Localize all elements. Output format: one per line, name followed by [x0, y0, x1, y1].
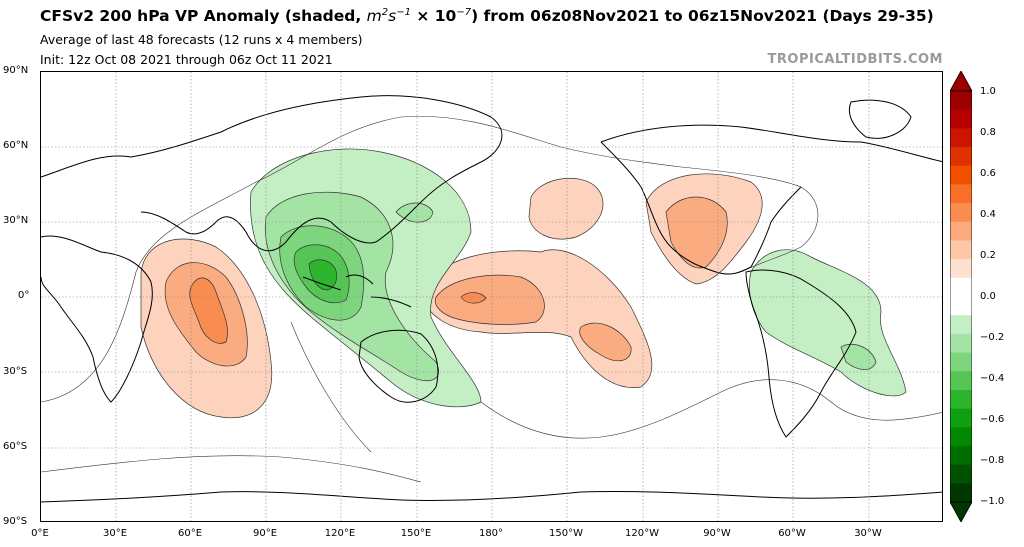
colorbar-segment	[950, 427, 972, 447]
positive-anomaly-regions	[140, 173, 763, 419]
coast-north-america	[600, 124, 942, 275]
chart-title: CFSv2 200 hPa VP Anomaly (shaded, m2s−1 …	[40, 7, 934, 26]
coast-eurasia	[41, 95, 503, 252]
lon-label-90e: 90°E	[252, 528, 278, 539]
lat-label-0: 0°	[18, 290, 30, 301]
brand-watermark: TROPICALTIDBITS.COM	[767, 52, 943, 67]
coast-africa	[41, 235, 153, 403]
coast-antarctica	[41, 490, 942, 503]
lon-label-0e: 0°E	[31, 528, 49, 539]
lon-label-90w: 90°W	[703, 528, 731, 539]
colorbar-label-0.0: 0.0	[980, 291, 996, 302]
lon-label-150w: 150°W	[549, 528, 583, 539]
colorbar-label-neg0.4: −0.4	[980, 373, 1005, 384]
graticule	[41, 72, 942, 521]
lon-label-30e: 30°E	[102, 528, 128, 539]
subtitle-init: Init: 12z Oct 08 2021 through 06z Oct 11…	[40, 52, 333, 67]
lat-label-30n: 30°N	[3, 215, 29, 226]
lat-label-30s: 30°S	[3, 366, 28, 377]
lon-label-120e: 120°E	[324, 528, 356, 539]
positive-contour-north-america-inner	[665, 196, 728, 269]
colorbar-segments	[950, 91, 972, 503]
colorbar-segment	[950, 221, 972, 241]
colorbar-label-0.6: 0.6	[980, 168, 996, 179]
colorbar-segment	[950, 184, 972, 204]
colorbar-segment	[950, 147, 972, 167]
zero-contour-line-5	[290, 321, 372, 453]
colorbar-label-neg1.0: −1.0	[980, 496, 1005, 507]
lat-label-90n: 90°N	[3, 65, 29, 76]
colorbar-label-0.8: 0.8	[980, 127, 996, 138]
negative-contour-south-america-inner	[840, 343, 877, 370]
colorbar-segment	[950, 464, 972, 484]
lat-label-90s: 90°S	[3, 516, 28, 527]
zero-contour-line-3	[480, 379, 942, 439]
colorbar-label-neg0.8: −0.8	[980, 455, 1005, 466]
coastlines	[41, 95, 942, 503]
colorbar-segment	[950, 296, 972, 316]
colorbar-segment	[950, 128, 972, 148]
lon-label-60w: 60°W	[778, 528, 806, 539]
colorbar-segment	[950, 483, 972, 503]
coast-south-america	[745, 269, 857, 438]
lat-label-60n: 60°N	[3, 140, 29, 151]
colorbar-segment	[950, 203, 972, 223]
colorbar-segment	[950, 408, 972, 428]
colorbar-segment	[950, 445, 972, 466]
positive-contour-central-pacific-core	[460, 292, 487, 304]
colorbar-segment	[950, 240, 972, 260]
lon-label-30w: 30°W	[854, 528, 882, 539]
positive-contour-north-pacific	[528, 177, 604, 240]
colorbar-label-0.4: 0.4	[980, 209, 996, 220]
negative-contour-maritime-core	[308, 259, 338, 291]
colorbar-label-0.2: 0.2	[980, 250, 996, 261]
colorbar-segment	[950, 352, 972, 372]
map-panel	[40, 71, 943, 522]
positive-contour-central-pacific-inner	[434, 274, 545, 325]
colorbar	[950, 71, 972, 522]
colorbar-top-arrow	[950, 71, 972, 92]
colorbar-segment	[950, 109, 972, 129]
colorbar-label-neg0.2: −0.2	[980, 332, 1005, 343]
colorbar-segment	[950, 333, 972, 354]
positive-contour-south-pacific	[579, 322, 632, 362]
lon-label-120w: 120°W	[625, 528, 659, 539]
positive-contour-indian-ocean-core	[189, 277, 228, 344]
coast-greenland	[848, 99, 912, 139]
colorbar-segment	[950, 165, 972, 185]
colorbar-label-1.0: 1.0	[980, 86, 996, 97]
lon-label-150e: 150°E	[400, 528, 432, 539]
colorbar-segment	[950, 259, 972, 279]
lat-label-60s: 60°S	[3, 441, 28, 452]
zero-contour-line-4	[41, 455, 422, 483]
colorbar-bottom-arrow	[950, 501, 972, 522]
colorbar-segment	[950, 277, 972, 297]
subtitle-forecasts: Average of last 48 forecasts (12 runs x …	[40, 32, 363, 47]
lon-label-180: 180°	[478, 528, 504, 539]
map-svg	[41, 72, 942, 521]
colorbar-segment	[950, 389, 972, 410]
zero-contour-line-1	[41, 115, 682, 403]
colorbar-segment	[950, 91, 972, 111]
coast-australia	[358, 329, 439, 403]
colorbar-frame	[950, 90, 972, 503]
colorbar-label-neg0.6: −0.6	[980, 414, 1005, 425]
lon-label-60e: 60°E	[177, 528, 203, 539]
colorbar-segment	[950, 315, 972, 335]
colorbar-segment	[950, 371, 972, 391]
